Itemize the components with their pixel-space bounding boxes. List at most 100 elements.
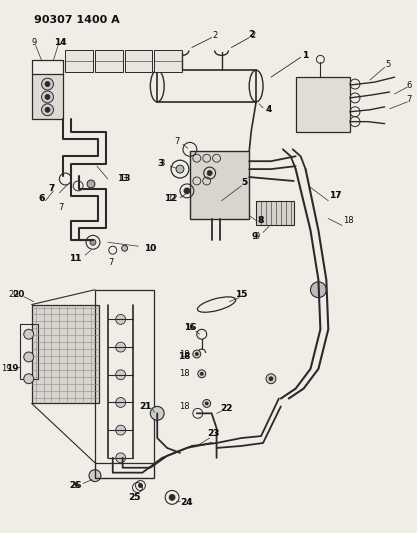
Text: 1: 1 [303, 51, 308, 60]
Text: 17: 17 [329, 191, 342, 200]
Circle shape [193, 350, 201, 358]
Text: 15: 15 [236, 290, 246, 299]
Circle shape [89, 470, 101, 481]
Text: 26: 26 [69, 481, 81, 490]
Text: 7: 7 [174, 137, 180, 146]
Bar [95, 51, 123, 72]
Bar [32, 304, 99, 403]
Text: 22: 22 [221, 404, 232, 413]
Text: 6: 6 [407, 80, 412, 90]
Circle shape [169, 495, 175, 500]
Circle shape [151, 406, 164, 420]
Text: 5: 5 [241, 179, 247, 188]
Circle shape [116, 425, 126, 435]
Bar [65, 51, 93, 72]
Bar [296, 77, 350, 132]
Circle shape [195, 352, 198, 356]
Circle shape [24, 329, 34, 339]
Text: 20: 20 [8, 290, 19, 299]
Text: 12: 12 [167, 194, 177, 203]
Text: 26: 26 [70, 481, 80, 490]
Text: 14: 14 [55, 38, 65, 47]
Circle shape [207, 171, 212, 175]
Text: 7: 7 [48, 184, 55, 193]
Bar [256, 201, 294, 225]
Text: 9: 9 [252, 232, 258, 241]
Bar [190, 151, 249, 219]
Text: 23: 23 [207, 429, 220, 438]
Text: 3: 3 [157, 159, 163, 168]
Text: 13: 13 [117, 174, 128, 183]
Circle shape [42, 104, 53, 116]
Circle shape [116, 370, 126, 379]
Circle shape [205, 402, 208, 405]
Text: 1: 1 [302, 51, 309, 60]
Text: 90307 1400 A: 90307 1400 A [34, 15, 119, 25]
Text: 22: 22 [220, 404, 233, 413]
Circle shape [42, 91, 53, 103]
Text: 5: 5 [385, 60, 390, 69]
Text: 23: 23 [208, 429, 219, 438]
Bar [32, 74, 63, 119]
Text: 7: 7 [108, 257, 113, 266]
Circle shape [176, 165, 184, 173]
Text: 24: 24 [181, 498, 193, 507]
Circle shape [200, 372, 203, 375]
Text: 25: 25 [129, 493, 140, 502]
Text: 8: 8 [259, 216, 264, 225]
Text: 2: 2 [251, 31, 256, 40]
Circle shape [116, 453, 126, 463]
Text: 18: 18 [178, 352, 190, 361]
Bar [95, 290, 154, 463]
Bar [157, 70, 256, 102]
Text: 9: 9 [254, 232, 260, 241]
Circle shape [138, 483, 143, 488]
Text: 24: 24 [182, 498, 192, 507]
Text: 7: 7 [407, 95, 412, 104]
Text: 3: 3 [160, 159, 165, 168]
Text: 7: 7 [49, 184, 54, 193]
Text: 18: 18 [178, 369, 189, 378]
Text: 21: 21 [139, 402, 152, 411]
Circle shape [45, 82, 50, 86]
Text: 4: 4 [266, 106, 272, 114]
Circle shape [122, 245, 128, 251]
Circle shape [269, 377, 273, 381]
Circle shape [116, 398, 126, 407]
Text: 11: 11 [70, 254, 80, 263]
Circle shape [116, 342, 126, 352]
Circle shape [24, 374, 34, 384]
Text: 15: 15 [235, 290, 248, 299]
Circle shape [198, 370, 206, 378]
Text: 6: 6 [39, 194, 44, 203]
Circle shape [184, 188, 190, 194]
Text: 8: 8 [258, 216, 264, 225]
Text: 2: 2 [212, 31, 217, 40]
Circle shape [116, 314, 126, 325]
Circle shape [87, 180, 95, 188]
Bar [154, 51, 182, 72]
Text: 11: 11 [69, 254, 81, 263]
Circle shape [24, 352, 34, 362]
Circle shape [90, 239, 96, 245]
Circle shape [42, 78, 53, 90]
Circle shape [266, 374, 276, 384]
Text: 5: 5 [241, 179, 247, 188]
Circle shape [311, 282, 327, 297]
Text: 9: 9 [31, 38, 36, 47]
Text: 18: 18 [178, 402, 189, 411]
Text: 10: 10 [145, 244, 156, 253]
Bar [125, 51, 152, 72]
Text: 16: 16 [185, 323, 195, 332]
Text: 18: 18 [178, 350, 189, 359]
Text: 2: 2 [248, 30, 254, 39]
Circle shape [203, 400, 211, 407]
Text: 4: 4 [266, 106, 271, 114]
Text: 17: 17 [330, 191, 341, 200]
Text: 7: 7 [59, 203, 64, 212]
Text: 16: 16 [183, 323, 196, 332]
Text: 18: 18 [343, 216, 353, 225]
Text: 21: 21 [140, 402, 151, 411]
Text: 19: 19 [1, 365, 12, 373]
Text: 14: 14 [54, 38, 67, 47]
